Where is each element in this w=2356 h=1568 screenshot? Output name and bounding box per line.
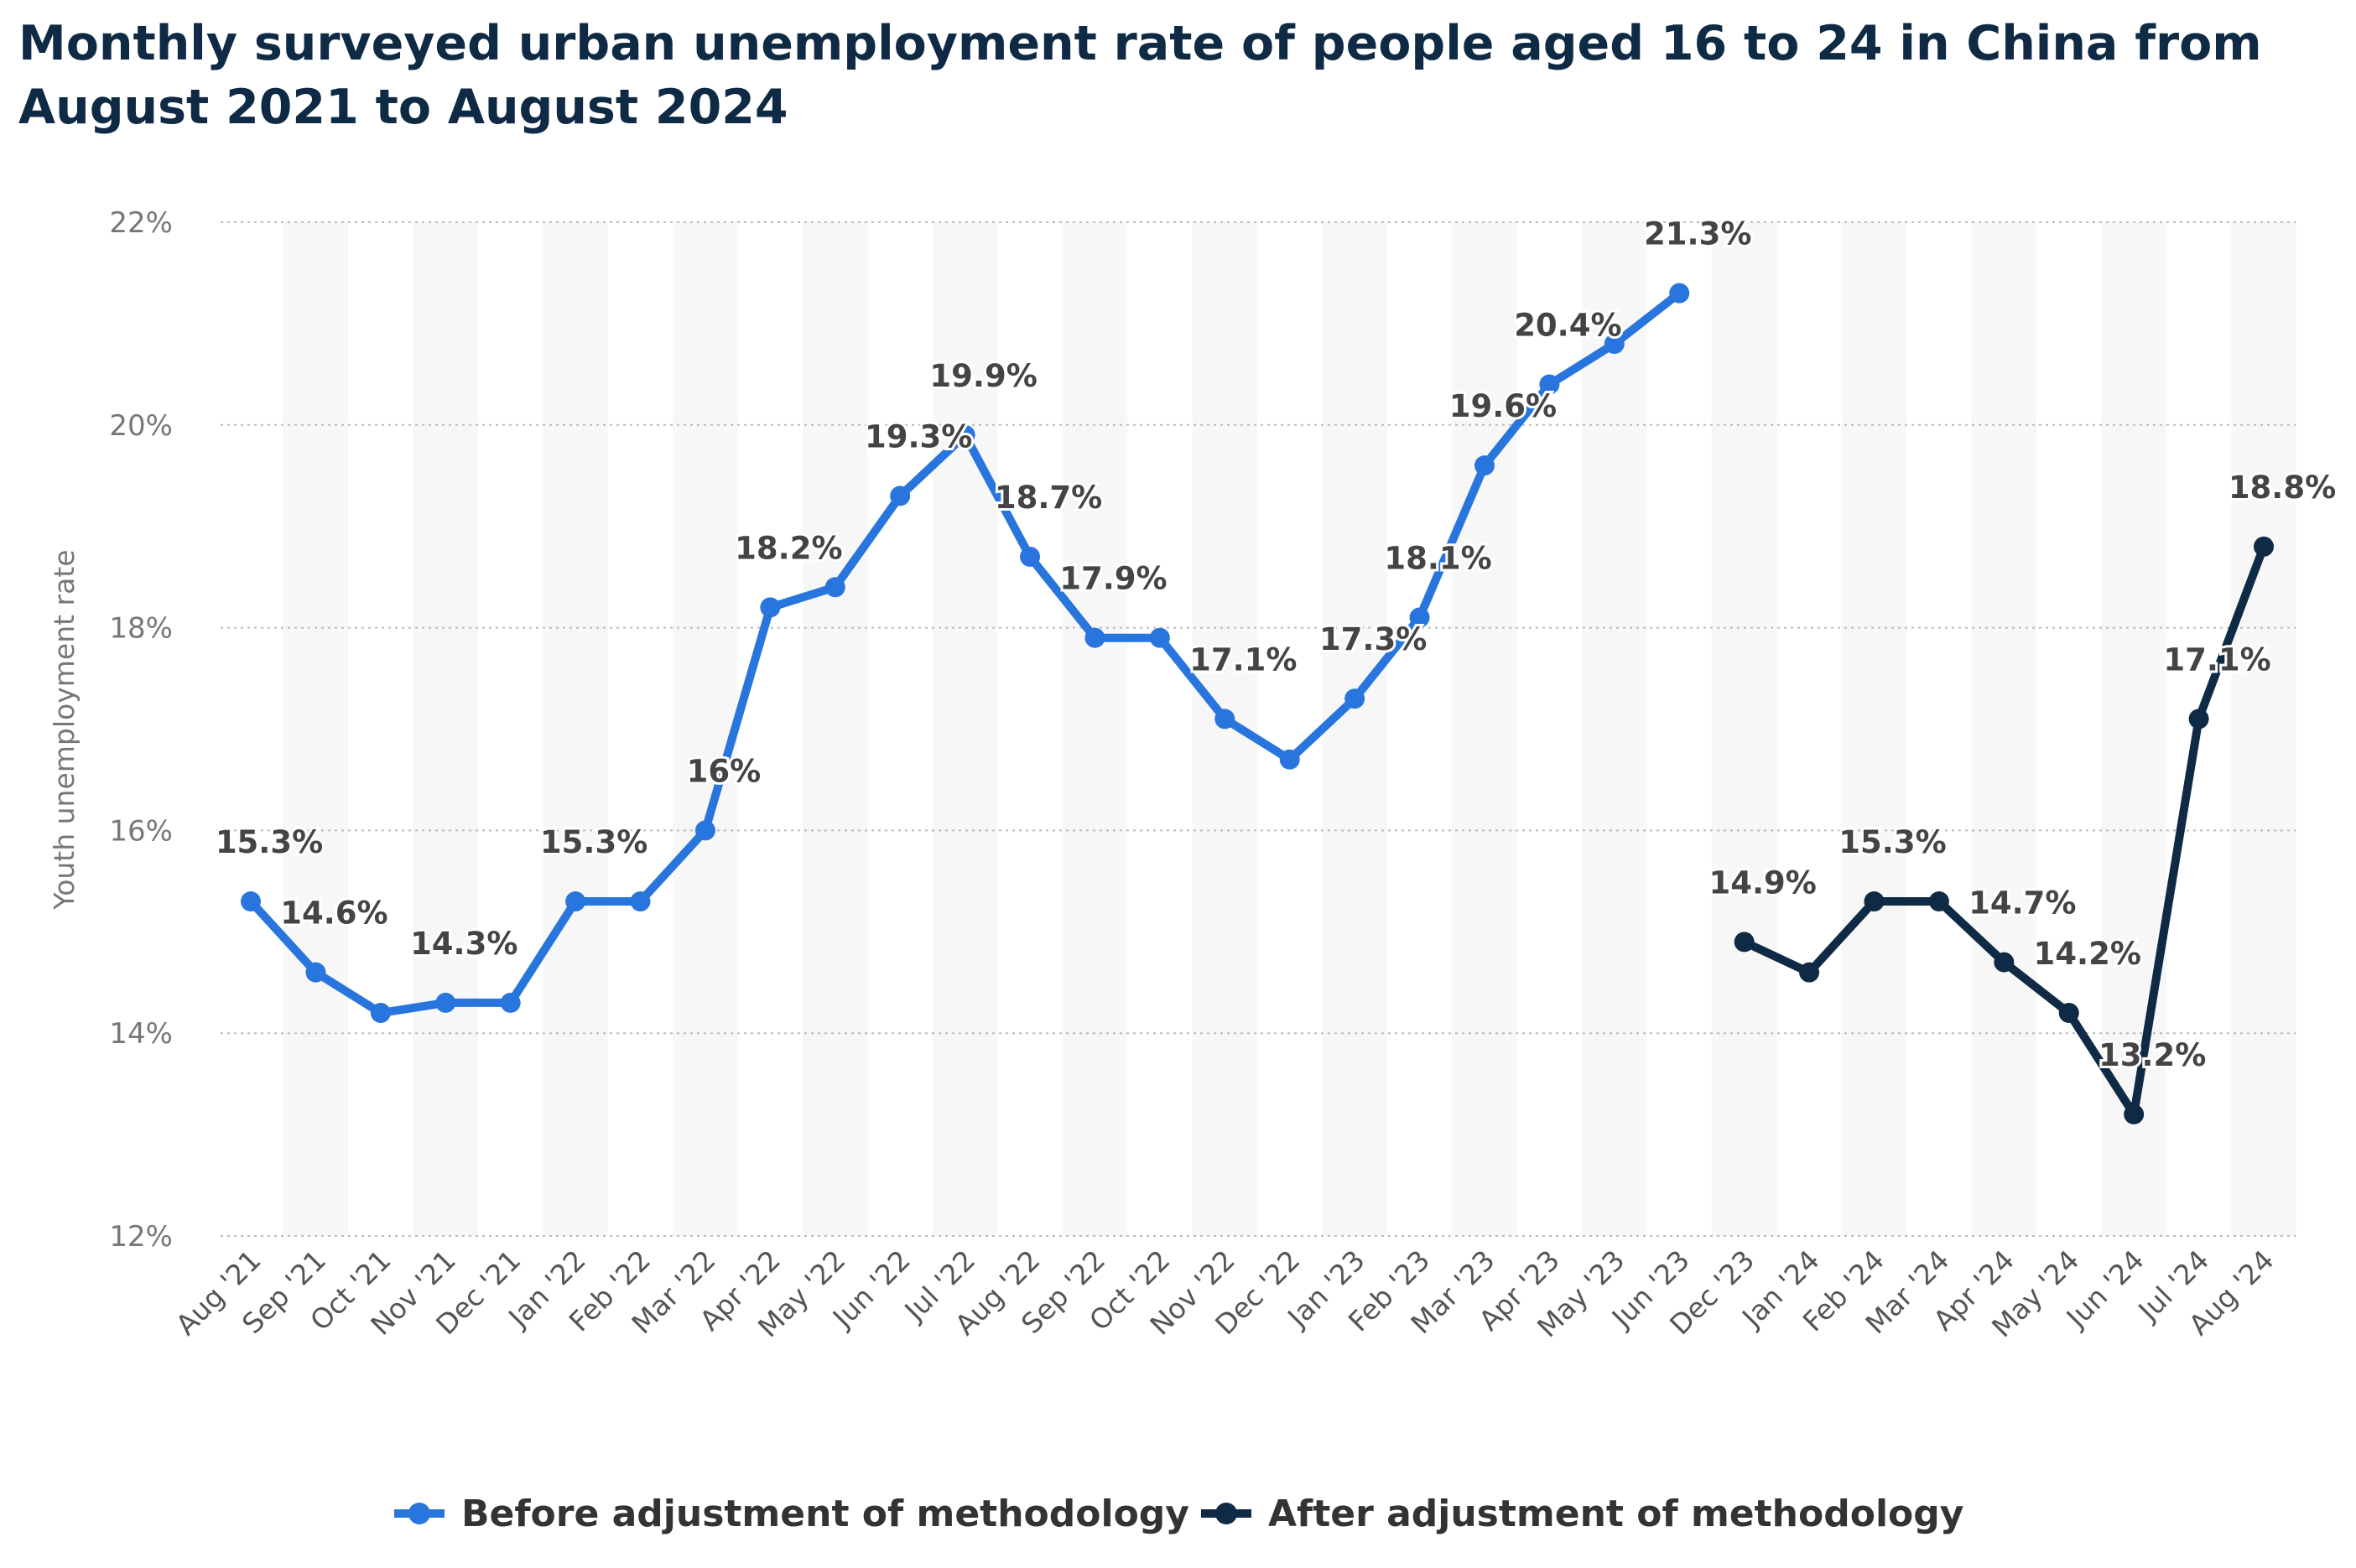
data-label: 17.1% <box>1189 641 1297 678</box>
data-label: 14.9% <box>1708 864 1816 901</box>
data-point <box>1539 374 1560 395</box>
band <box>1062 222 1128 1236</box>
data-label: 19.9% <box>929 358 1037 394</box>
data-point <box>2058 1003 2079 1024</box>
band <box>2231 222 2296 1236</box>
legend-marker <box>408 1503 430 1524</box>
y-tick-label: 20% <box>109 409 173 443</box>
data-point <box>2124 1103 2145 1124</box>
data-point <box>1604 334 1625 355</box>
band <box>1841 222 1907 1236</box>
legend-marker <box>1215 1503 1237 1524</box>
band <box>1971 222 2037 1236</box>
data-point <box>305 962 326 983</box>
data-label: 20.4% <box>1514 307 1621 343</box>
data-point <box>1344 688 1365 709</box>
data-point <box>1994 952 2015 973</box>
data-label: 13.2% <box>2099 1037 2206 1073</box>
data-label: 21.3% <box>1644 216 1751 252</box>
band <box>2101 222 2166 1236</box>
data-point <box>824 577 845 598</box>
y-tick-label: 12% <box>109 1220 173 1254</box>
y-tick-label: 18% <box>109 612 173 646</box>
data-point <box>694 820 715 841</box>
band <box>932 222 998 1236</box>
band <box>803 222 868 1236</box>
data-point <box>1799 962 1820 983</box>
data-point <box>2254 536 2274 557</box>
legend-label: Before adjustment of methodology <box>461 1493 1189 1535</box>
data-label: 17.3% <box>1319 621 1427 657</box>
data-point <box>500 992 521 1013</box>
data-point <box>630 891 651 912</box>
data-label: 17.9% <box>1059 561 1167 597</box>
band <box>543 222 608 1236</box>
legend-label: After adjustment of methodology <box>1268 1493 1963 1535</box>
data-label: 15.3% <box>540 824 648 860</box>
band <box>413 222 478 1236</box>
band <box>1711 222 1777 1236</box>
band <box>1582 222 1647 1236</box>
data-label: 18.8% <box>2229 470 2336 506</box>
data-label: 14.6% <box>280 896 387 932</box>
data-label: 14.3% <box>410 926 517 962</box>
data-point <box>1084 627 1105 648</box>
band <box>673 222 738 1236</box>
data-point <box>1474 455 1495 476</box>
data-label: 14.7% <box>1969 885 2076 922</box>
data-point <box>1734 932 1755 953</box>
chart-title: Monthly surveyed urban unemployment rate… <box>18 16 2262 135</box>
band <box>283 222 349 1236</box>
data-point <box>1214 709 1235 729</box>
data-label: 18.7% <box>995 480 1102 516</box>
data-label: 19.6% <box>1449 388 1557 424</box>
data-point <box>1020 546 1041 567</box>
y-tick-label: 14% <box>109 1017 173 1051</box>
data-point <box>2188 709 2209 729</box>
data-label: 18.1% <box>1384 541 1491 577</box>
band <box>1452 222 1517 1236</box>
y-axis-label: Youth unemployment rate <box>48 549 81 910</box>
band <box>1322 222 1387 1236</box>
data-point <box>760 597 781 618</box>
y-tick-label: 16% <box>109 814 173 848</box>
data-point <box>565 891 586 912</box>
data-point <box>370 1003 391 1024</box>
data-point <box>435 992 456 1013</box>
data-point <box>1409 607 1430 628</box>
data-point <box>954 424 975 445</box>
data-point <box>1928 891 1949 912</box>
data-point <box>1864 891 1885 912</box>
data-label: 17.1% <box>2163 641 2270 678</box>
data-point <box>890 485 911 506</box>
data-label: 19.3% <box>865 418 972 454</box>
data-point <box>1149 627 1170 648</box>
data-label: 15.3% <box>216 824 323 860</box>
data-point <box>241 891 261 912</box>
data-label: 18.2% <box>735 530 842 566</box>
y-tick-label: 22% <box>109 206 173 240</box>
data-label: 14.2% <box>2034 936 2141 972</box>
data-point <box>1669 283 1690 304</box>
data-label: 16% <box>687 753 762 789</box>
data-label: 15.3% <box>1839 824 1946 860</box>
data-point <box>1279 749 1300 770</box>
